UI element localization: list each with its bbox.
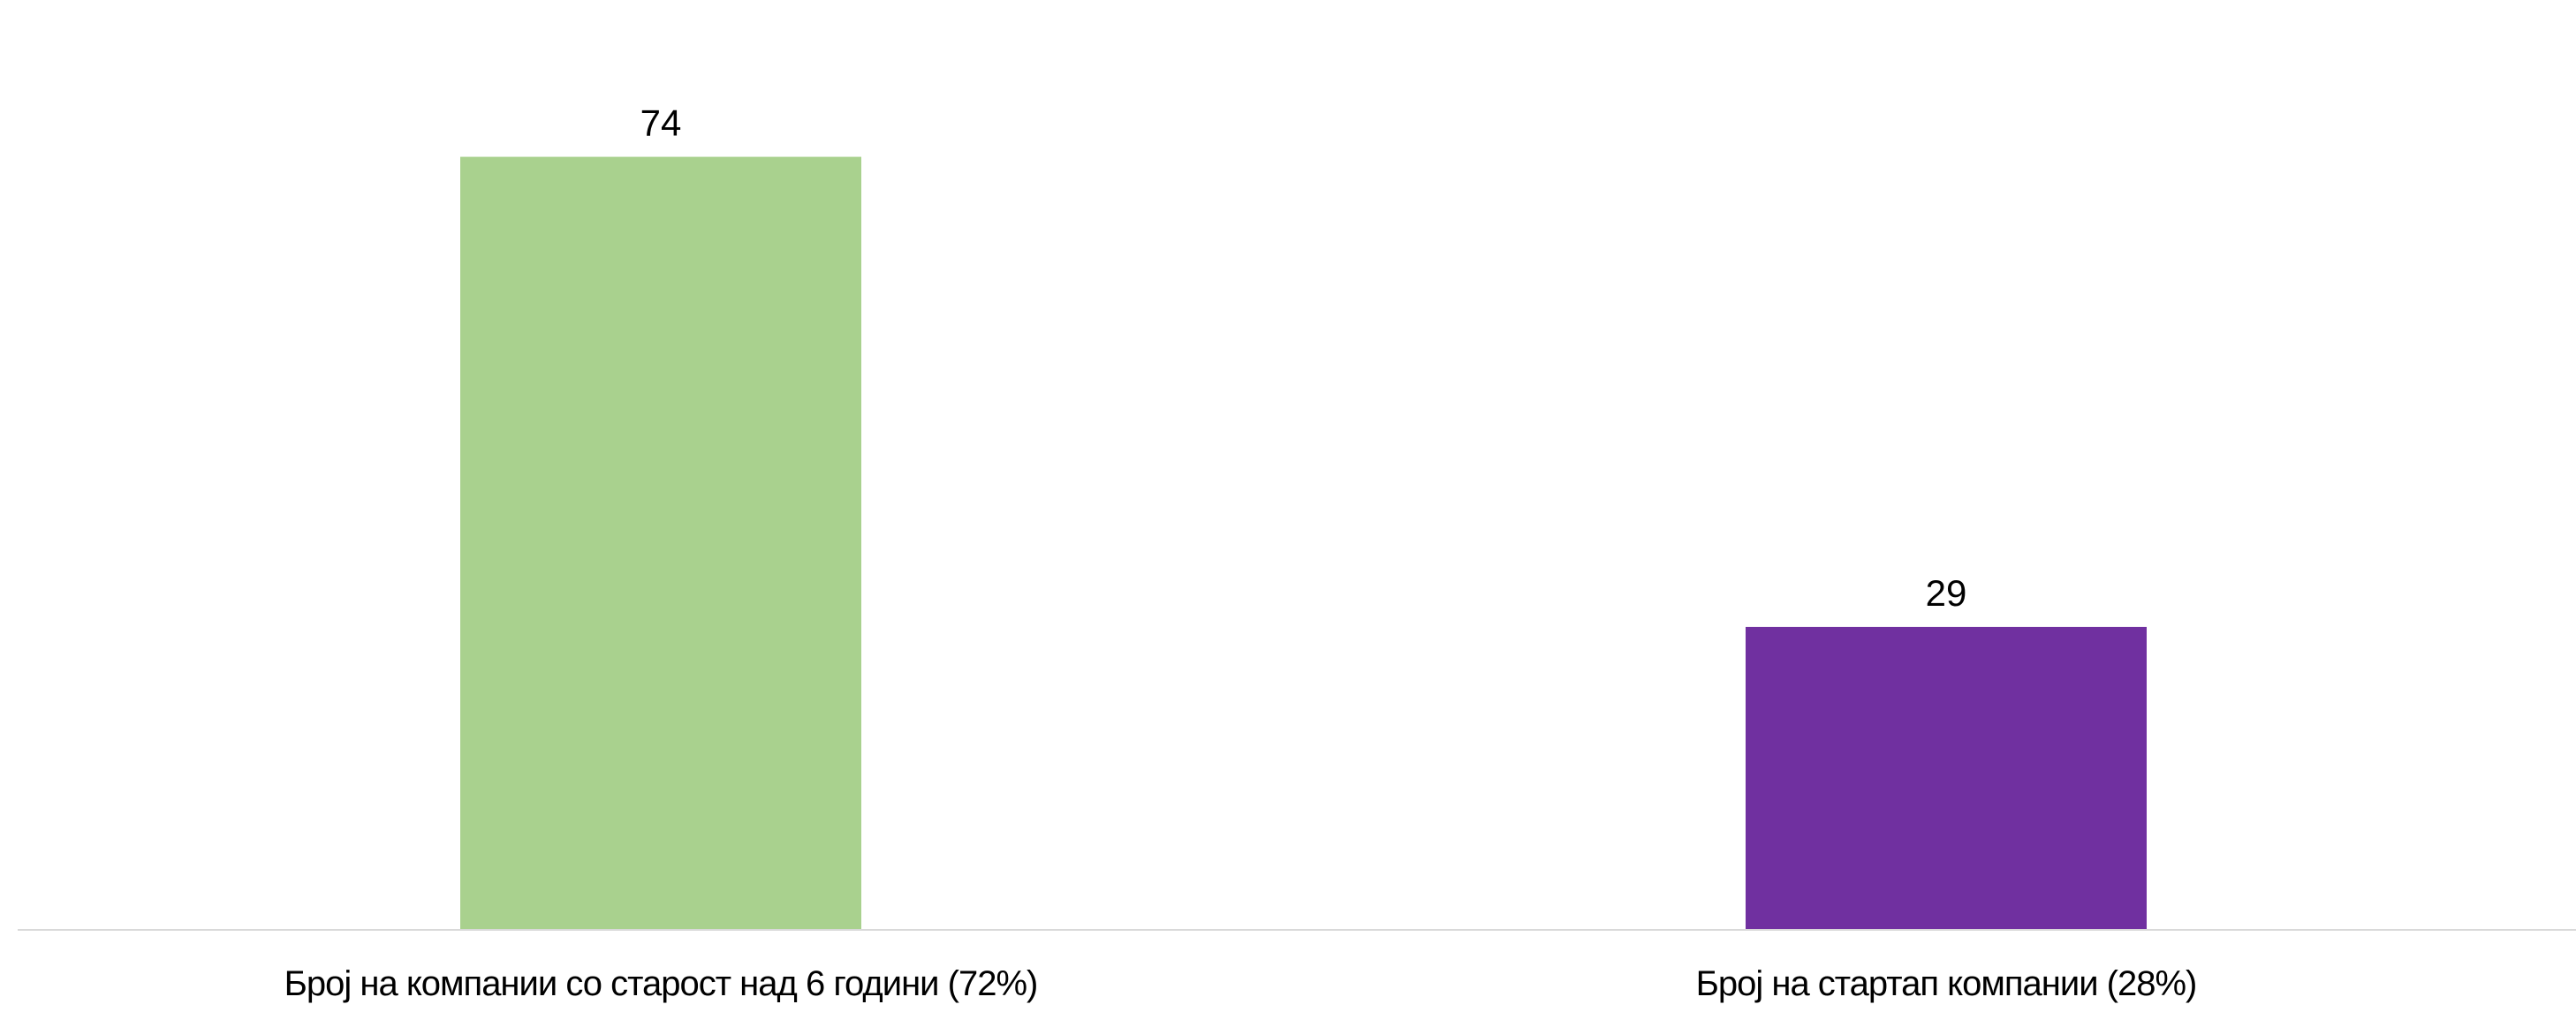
category-label-1: Број на компании со старост над 6 години…: [284, 964, 1038, 1003]
data-label-1: 74: [640, 102, 682, 144]
category-label-2: Број на стартап компании (28%): [1696, 964, 2197, 1003]
bar-2: [1746, 626, 2147, 930]
data-label-2: 29: [1926, 572, 1967, 614]
bar-1: [460, 156, 861, 930]
labels-layer: 74 Број на компании со старост над 6 годи…: [284, 102, 2198, 1003]
bars-layer: [460, 156, 2147, 930]
